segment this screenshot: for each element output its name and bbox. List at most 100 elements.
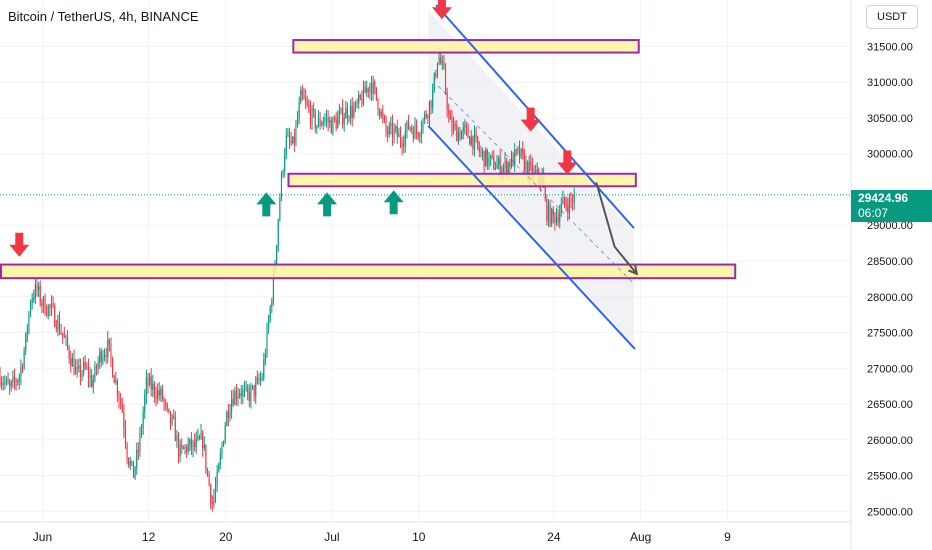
candle-body [65,336,67,338]
price-tick-label: 26000.00 [867,435,913,447]
candle-body [120,399,122,402]
candle-body [57,319,59,330]
candle-body [441,61,443,64]
candle-body [399,133,402,143]
candle-body [58,319,61,333]
channel-upper-line [435,4,635,229]
last-price-value: 29424.96 [858,191,909,205]
candle-body [478,146,480,153]
candle-body [391,123,394,138]
candle-body [168,409,170,412]
candle-body [358,95,360,104]
candle-body [401,142,403,147]
candle-body [229,411,231,418]
candle-body [359,95,361,99]
candle-body [535,170,537,172]
candle-body [169,411,172,424]
candle-body [472,136,474,149]
up-arrow-icon [383,190,404,215]
down-arrow-icon [9,232,30,257]
candle-body [129,462,131,466]
price-tick-label: 27500.00 [867,328,913,340]
candle-body [338,112,340,118]
candle-body [1,383,3,385]
candle-body [518,147,521,158]
candle-body [139,433,141,452]
candle-body [280,173,283,198]
symbol-title: Bitcoin / TetherUS, 4h, BINANCE [8,9,199,24]
candle-body [263,360,265,379]
candle-body [340,108,342,113]
candle-body [407,121,410,129]
candle-body [9,383,11,387]
candle-body [197,436,199,439]
candle-body [46,313,48,315]
candle-body [555,216,558,223]
candle-body [464,125,466,128]
candle-body [115,380,117,383]
channel [427,4,639,350]
candle-body [409,127,411,129]
candle-body [372,82,374,95]
candle-body [95,365,98,370]
candle-body [523,153,525,171]
candle-body [375,87,377,100]
resistance-zone-top [292,39,640,54]
candle-body [554,214,556,223]
candle-body [570,198,572,201]
candle-body [219,454,221,465]
candle-body [102,357,104,362]
up-arrow-icon [317,192,338,217]
candle-body [567,206,569,213]
candle-body [38,286,40,291]
candle-body [97,361,99,370]
candle-body [240,393,242,397]
candle-body [559,213,561,223]
candle-body [198,436,201,439]
candle-body [17,380,19,383]
time-tick-label: 10 [412,530,426,544]
candle-body [551,209,553,225]
candle-body [324,118,326,122]
currency-button[interactable]: USDT [866,5,918,29]
price-tick-label: 26500.00 [867,399,913,411]
candle-body [123,411,125,429]
candle-body [186,446,188,453]
candle-body [70,358,72,366]
candle-body [251,385,254,388]
down-arrow-icon [520,107,541,132]
candle-body [325,117,328,119]
candle-body [149,376,151,385]
candle-body [525,161,527,171]
candle-body [560,203,562,214]
candle-body [189,439,191,445]
candle-body [337,117,339,128]
candle-body [20,366,22,377]
candle-body [473,133,476,149]
price-axis[interactable]: 31500.00 31000.00 30500.00 30000.00 29000.00… [867,41,913,518]
candle-body [47,305,49,315]
channel-lower-line [427,125,636,350]
candle-body [76,367,78,369]
candle-body [565,203,567,207]
candle-body [406,121,408,132]
candle-body [147,377,149,385]
candle-body [528,162,530,177]
candle-body [221,445,223,455]
candle-body [112,358,114,377]
candle-body [350,105,352,119]
candle-body [195,438,197,447]
candle-body [128,458,130,466]
time-axis[interactable]: Jun 12 20 Jul 10 24 Aug 9 [33,530,731,544]
candle-body [272,273,274,302]
candle-body [223,441,225,446]
candle-body [379,110,381,116]
candle-body [485,149,487,167]
candle-body [298,102,300,119]
candle-body [216,471,218,486]
candle-body [234,391,236,405]
candle-body [433,73,435,91]
candle-body [232,398,234,405]
candle-body [21,366,24,368]
